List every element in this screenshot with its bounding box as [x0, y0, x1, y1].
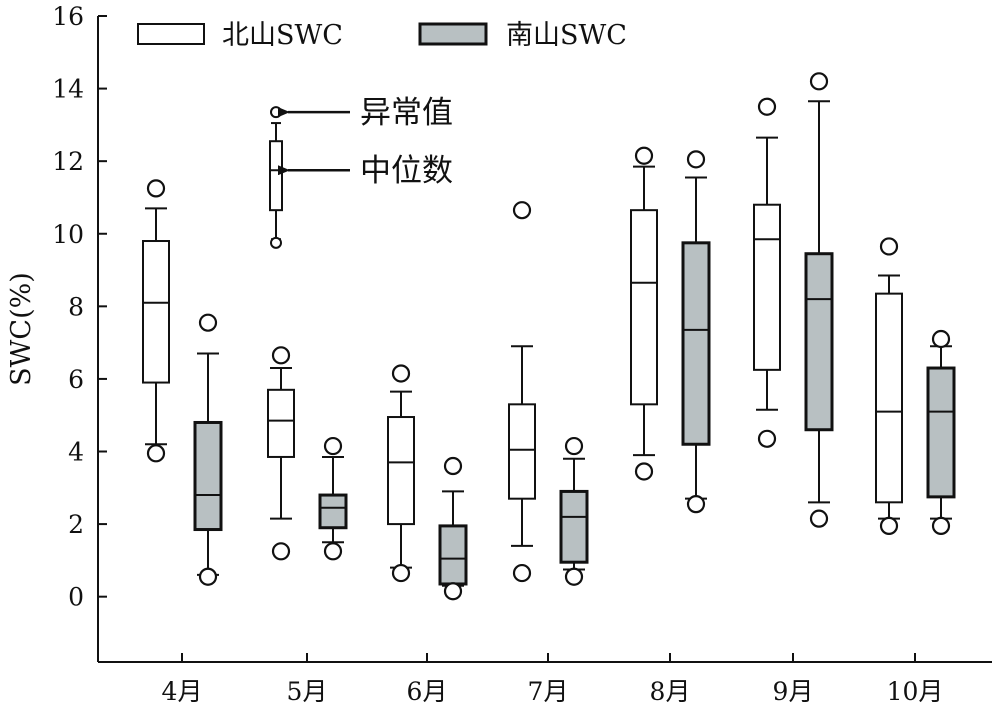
- x-tick-label: 9月: [773, 677, 814, 706]
- outlier-point: [879, 237, 899, 256]
- legend-label: 北山SWC: [222, 20, 343, 51]
- x-tick-label: 5月: [287, 677, 328, 706]
- outlier-point: [757, 97, 777, 116]
- iqr-box: [142, 240, 170, 384]
- south-4月-box: [193, 313, 223, 586]
- iqr-box: [875, 292, 903, 504]
- iqr-box: [926, 366, 956, 499]
- example-box: [269, 106, 283, 249]
- outlier-point: [931, 516, 951, 536]
- iqr-box: [267, 388, 295, 458]
- outlier-point: [512, 201, 532, 220]
- outlier-point: [146, 179, 166, 198]
- annotation-outlier-label: 异常值: [360, 95, 453, 131]
- south-5月-box: [318, 436, 348, 561]
- y-tick-label: 10: [52, 220, 84, 249]
- north-10月-box: [875, 237, 903, 536]
- iqr-box: [508, 403, 536, 500]
- boxes-layer: [142, 72, 956, 601]
- north-5月-box: [267, 346, 295, 561]
- example-outlier-point: [270, 236, 282, 249]
- legend-swatch: [418, 22, 488, 46]
- north-8月-box: [630, 146, 658, 481]
- outlier-point: [271, 346, 291, 365]
- legend-label: 南山SWC: [506, 20, 627, 51]
- y-tick-label: 4: [68, 438, 84, 467]
- outlier-point: [686, 150, 706, 169]
- x-tick-label: 4月: [162, 677, 203, 706]
- x-tick-label: 7月: [528, 677, 569, 706]
- y-tick-label: 0: [68, 583, 84, 612]
- outlier-point: [198, 313, 218, 332]
- x-tick-label: 10月: [887, 677, 944, 706]
- outlier-point: [809, 509, 829, 528]
- outlier-point: [271, 542, 291, 561]
- south-6月-box: [438, 456, 468, 601]
- y-tick-label: 8: [68, 292, 84, 321]
- outlier-point: [198, 567, 218, 586]
- outlier-point: [686, 495, 706, 514]
- south-10月-box: [926, 329, 956, 536]
- iqr-box: [753, 203, 781, 371]
- iqr-box: [804, 252, 834, 432]
- legend: 北山SWC 南山SWC: [137, 20, 627, 51]
- iqr-box: [559, 489, 589, 564]
- outlier-point: [146, 444, 166, 463]
- iqr-box: [193, 420, 223, 532]
- outlier-point: [564, 567, 584, 586]
- outlier-point: [443, 456, 463, 476]
- example-iqr-box: [269, 140, 283, 212]
- north-7月-box: [508, 201, 536, 583]
- north-9月-box: [753, 97, 781, 448]
- y-axis-title: SWC(%): [6, 272, 37, 386]
- legend-swatch: [137, 23, 205, 45]
- y-tick-label: 12: [52, 147, 84, 176]
- iqr-box: [438, 524, 468, 586]
- y-tick-label: 14: [52, 75, 84, 104]
- south-9月-box: [804, 72, 834, 528]
- iqr-box: [387, 416, 415, 526]
- iqr-box: [681, 241, 711, 446]
- outlier-point: [323, 436, 343, 456]
- outlier-point: [323, 542, 343, 561]
- outlier-point: [443, 582, 463, 601]
- annotation-median-label: 中位数: [360, 153, 453, 189]
- outlier-point: [634, 146, 654, 165]
- outlier-point: [391, 563, 411, 583]
- x-tick-label: 8月: [650, 677, 691, 706]
- south-8月-box: [681, 150, 711, 514]
- outlier-point: [512, 563, 532, 583]
- legend-item-north: 北山SWC: [137, 20, 343, 51]
- north-4月-box: [142, 179, 170, 463]
- iqr-box: [318, 493, 348, 530]
- iqr-box: [630, 209, 658, 406]
- outlier-point: [564, 436, 584, 456]
- axes-layer: 0 2 4 6 8 10 12 14 16 4月 5月 6月 7月 8月 9月 10月: [52, 2, 992, 706]
- y-tick-label: 2: [68, 510, 84, 539]
- x-tick-label: 6月: [407, 677, 448, 706]
- outlier-point: [391, 364, 411, 383]
- outlier-point: [809, 72, 829, 91]
- north-6月-box: [387, 364, 415, 583]
- outlier-point: [757, 429, 777, 448]
- example-outlier-point: [270, 106, 282, 119]
- outlier-point: [879, 516, 899, 536]
- legend-item-south: 南山SWC: [418, 20, 627, 51]
- outlier-point: [634, 462, 654, 481]
- y-tick-label: 16: [52, 2, 84, 31]
- y-tick-label: 6: [68, 365, 84, 394]
- south-7月-box: [559, 436, 589, 586]
- outlier-point: [931, 329, 951, 349]
